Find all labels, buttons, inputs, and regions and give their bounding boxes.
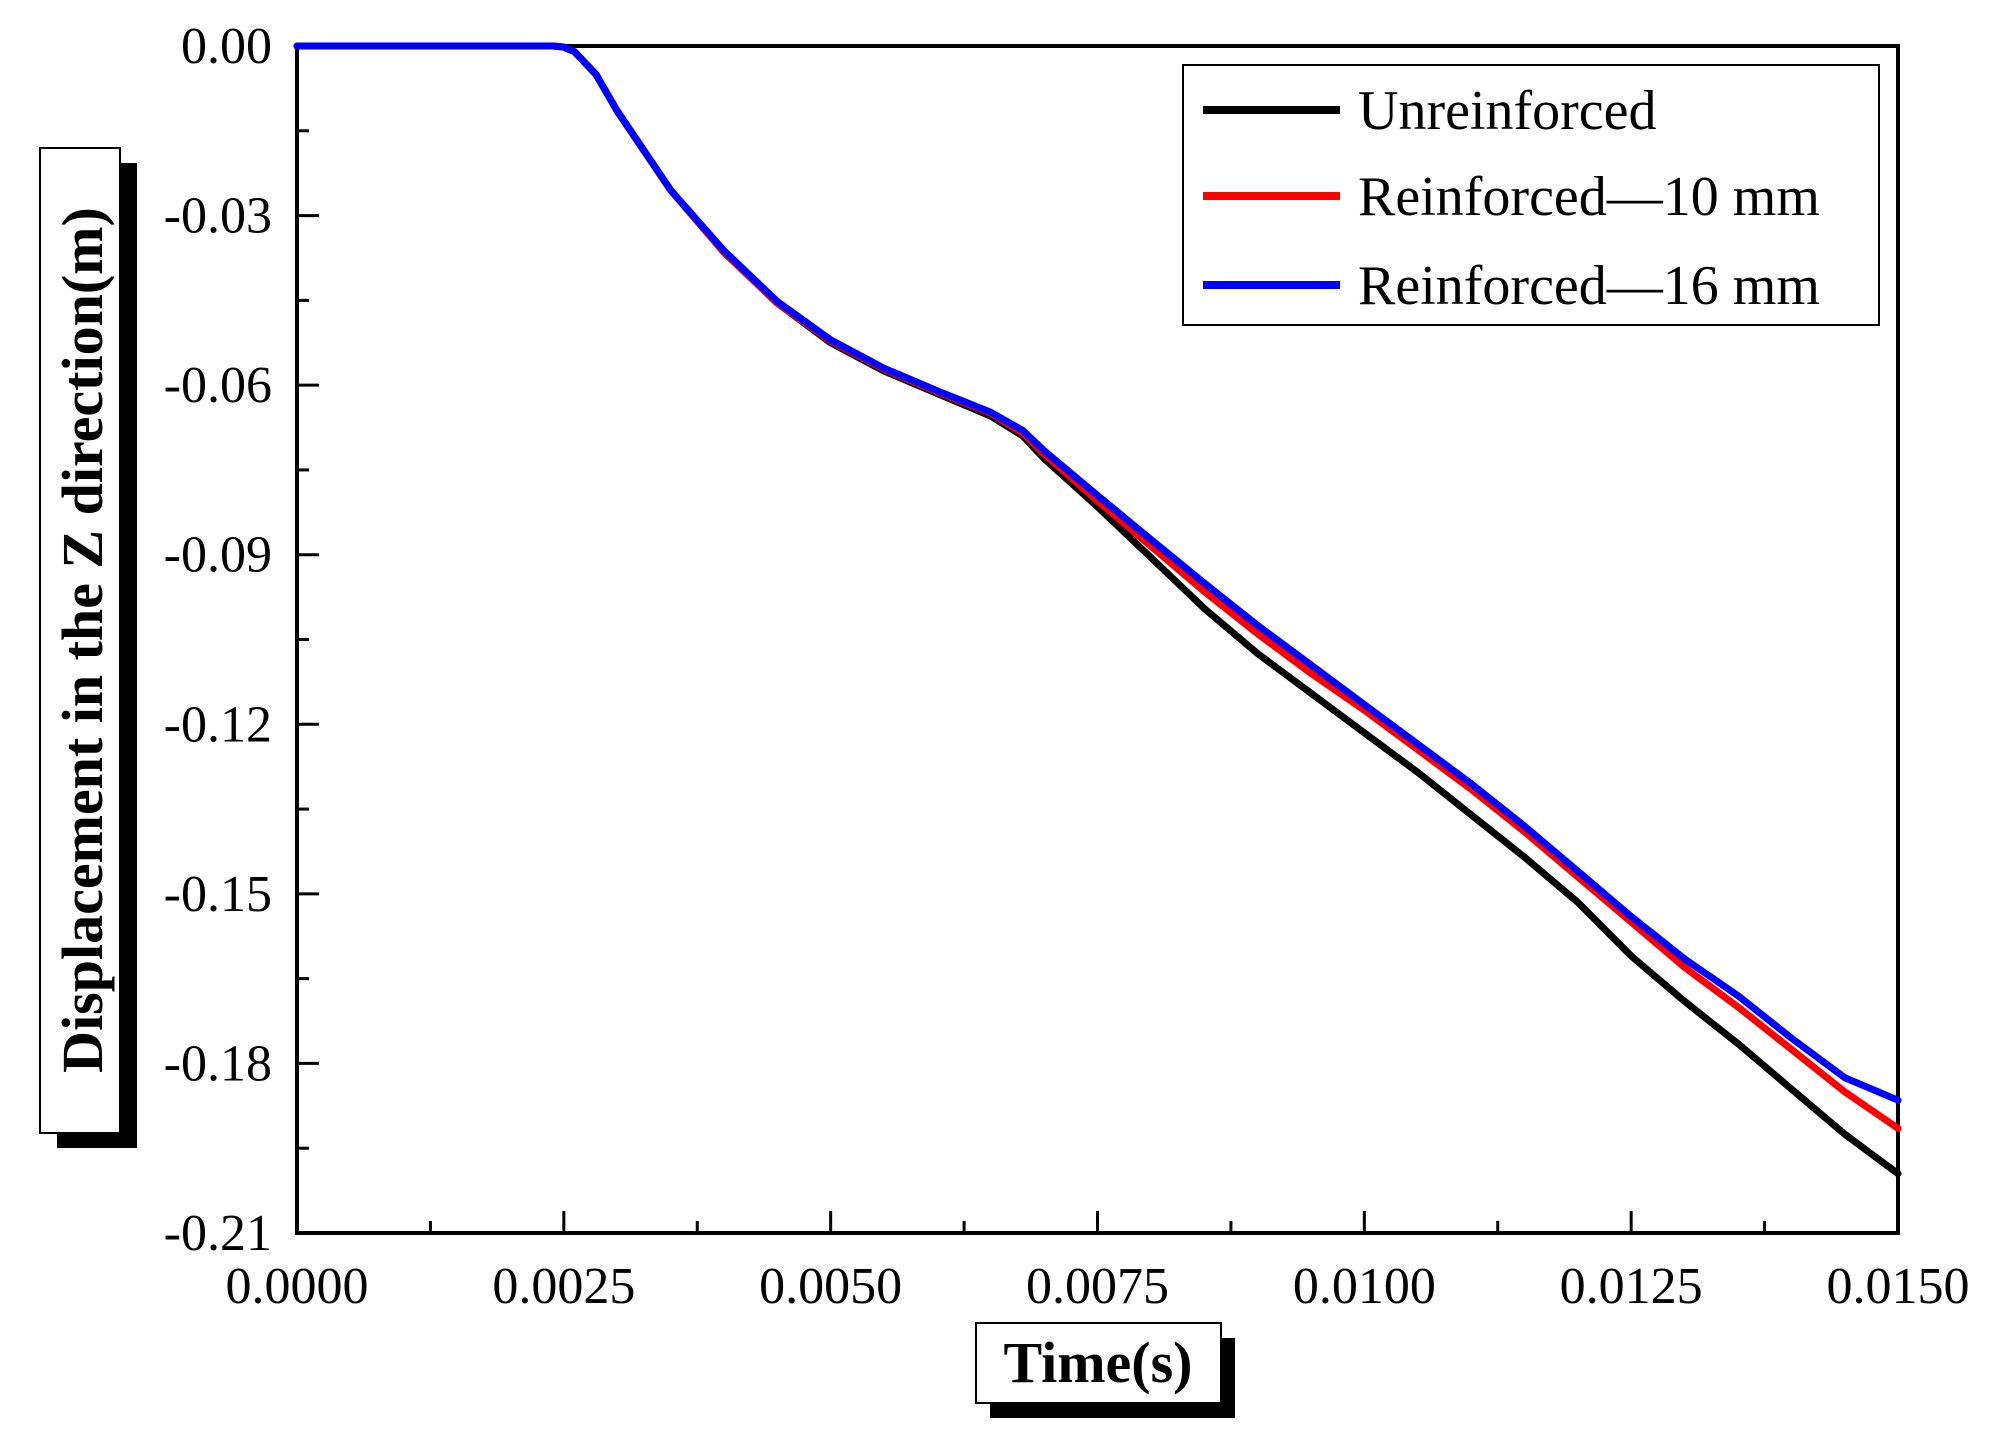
y-tick-label: -0.21 [164,1205,272,1262]
x-tick-label: 0.0075 [1026,1258,1169,1315]
x-tick-label: 0.0150 [1827,1258,1970,1315]
legend-label-reinforced-16mm: Reinforced—16 mm [1358,255,1820,317]
legend-label-unreinforced: Unreinforced [1358,80,1657,142]
x-axis-title: Time(s) [1003,1330,1192,1395]
y-axis-title-frame [39,147,121,1134]
y-axis-title-box: Displacement in the Z direction(m) [39,147,137,1148]
x-tick-label: 0.0000 [226,1258,369,1315]
legend: Unreinforced Reinforced—10 mm Reinforced… [1182,64,1880,326]
x-axis-title-box: Time(s) [975,1322,1235,1418]
legend-label-reinforced-10mm: Reinforced—10 mm [1358,166,1820,228]
y-tick-label: 0.00 [181,18,272,75]
y-tick-label: -0.06 [164,357,272,414]
x-tick-label: 0.0100 [1293,1258,1436,1315]
x-axis-title-frame [975,1322,1222,1404]
y-axis-ticks: 0.00 -0.03 -0.06 -0.09 -0.12 -0.15 -0.18 -0.21 [164,18,319,1262]
y-tick-label: -0.15 [164,866,272,923]
y-tick-label: -0.09 [164,527,272,584]
x-tick-label: 0.0025 [492,1258,635,1315]
series-line-reinforced-16-mm [293,42,1902,1104]
x-axis-ticks: 0.0000 0.0025 0.0050 0.0075 0.0100 0.0125 0.01… [226,1211,1970,1315]
y-axis-title: Displacement in the Z direction(m) [50,207,115,1073]
x-tick-label: 0.0050 [759,1258,902,1315]
y-tick-label: -0.03 [164,188,272,245]
series-layer [293,42,1902,1178]
y-tick-label: -0.18 [164,1035,272,1092]
x-tick-label: 0.0125 [1560,1258,1703,1315]
y-tick-label: -0.12 [164,696,272,753]
